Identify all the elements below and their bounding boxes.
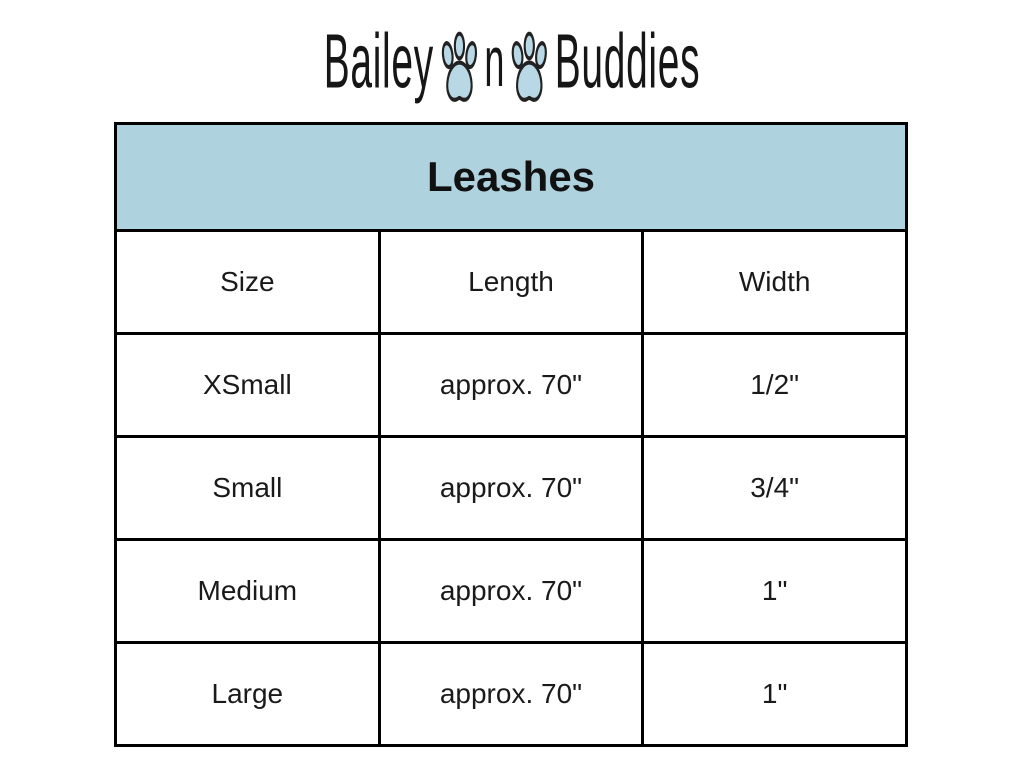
size-cell: Small	[114, 435, 381, 541]
leashes-size-chart: Leashes Size Length Width XSmall approx.…	[114, 122, 908, 747]
paw-icon	[441, 31, 477, 102]
length-cell: approx. 70"	[377, 538, 645, 644]
column-header-width: Width	[641, 229, 908, 335]
length-cell: approx. 70"	[377, 435, 645, 541]
header-row: Size Length Width	[114, 229, 908, 335]
size-cell: Large	[114, 641, 381, 747]
size-cell: XSmall	[114, 332, 381, 438]
width-cell: 1"	[641, 538, 908, 644]
length-cell: approx. 70"	[377, 641, 645, 747]
table-row-medium: Medium approx. 70" 1"	[114, 538, 908, 644]
column-header-size: Size	[114, 229, 381, 335]
chart-title: Leashes	[114, 122, 908, 232]
title-row: Leashes	[114, 122, 908, 232]
paw-icon	[511, 31, 548, 102]
size-cell: Medium	[114, 538, 381, 644]
logo-text-bailey: Bailey	[323, 19, 434, 105]
logo-text-buddies: Buddies	[554, 19, 701, 105]
logo-text-n: n	[484, 22, 505, 102]
width-cell: 1/2"	[641, 332, 908, 438]
length-cell: approx. 70"	[377, 332, 645, 438]
width-cell: 3/4"	[641, 435, 908, 541]
table-row-large: Large approx. 70" 1"	[114, 641, 908, 747]
column-header-length: Length	[377, 229, 645, 335]
table-row-xsmall: XSmall approx. 70" 1/2"	[114, 332, 908, 438]
width-cell: 1"	[641, 641, 908, 747]
table-row-small: Small approx. 70" 3/4"	[114, 435, 908, 541]
brand-logo: Bailey n Buddies	[143, 0, 880, 136]
